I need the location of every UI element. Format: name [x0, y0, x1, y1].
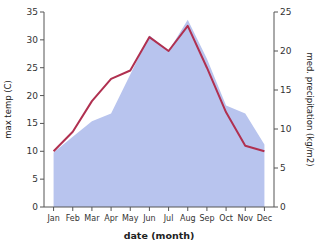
y-tick [40, 123, 44, 124]
y-tick [40, 95, 44, 96]
precip-area [54, 20, 265, 207]
x-tick-label: Mar [84, 214, 100, 223]
y-tick-label: 0 [32, 202, 38, 212]
x-tick-label: Jan [46, 214, 59, 223]
x-axis-line [44, 207, 274, 208]
x-tick [206, 207, 207, 211]
x-tick [168, 207, 169, 211]
x-tick-label: Sep [199, 214, 214, 223]
x-tick [111, 207, 112, 211]
x-tick-label: Nov [237, 214, 253, 223]
x-tick [53, 207, 54, 211]
x-tick [149, 207, 150, 211]
temp-line [54, 26, 265, 151]
y-tick [40, 179, 44, 180]
y-tick [40, 67, 44, 68]
y-tick [40, 39, 44, 40]
x-tick [130, 207, 131, 211]
y-tick [40, 12, 44, 13]
y2-tick-label: 20 [280, 46, 292, 56]
x-tick-label: Dec [257, 214, 272, 223]
x-tick [91, 207, 92, 211]
y2-tick [274, 168, 278, 169]
y-tick-label: 15 [27, 118, 38, 128]
y2-tick-label: 10 [280, 124, 292, 134]
x-tick [245, 207, 246, 211]
y2-tick [274, 12, 278, 13]
y2-tick [274, 207, 278, 208]
x-tick-label: Aug [180, 214, 196, 223]
chart: 051015202530350510152025JanFebMarAprMayJ… [0, 0, 318, 247]
x-tick-label: Apr [104, 214, 119, 223]
x-tick-label: Oct [219, 214, 233, 223]
y2-axis-label: med. precipitation (kg/m2) [305, 52, 315, 166]
x-tick-label: May [122, 214, 139, 223]
y-axis-label: max temp (C) [3, 80, 13, 139]
y2-tick-label: 5 [280, 163, 286, 173]
x-tick-label: Feb [66, 214, 80, 223]
x-tick [187, 207, 188, 211]
x-tick [72, 207, 73, 211]
y-tick-label: 30 [27, 35, 39, 45]
x-axis-label: date (month) [124, 230, 195, 241]
y2-axis-line [274, 12, 275, 207]
plot-area [54, 20, 265, 207]
y-tick-label: 20 [27, 91, 39, 101]
y2-tick-label: 25 [280, 7, 291, 17]
y-tick [40, 207, 44, 208]
x-tick-label: Jul [163, 214, 174, 223]
y-tick-label: 10 [27, 146, 39, 156]
y2-tick-label: 15 [280, 85, 291, 95]
y-axis-line [44, 12, 45, 207]
y-tick-label: 35 [27, 7, 38, 17]
y2-tick [274, 129, 278, 130]
y-tick [40, 151, 44, 152]
y2-tick-label: 0 [280, 202, 286, 212]
x-tick-label: Jun [142, 214, 156, 223]
x-tick [226, 207, 227, 211]
y-tick-label: 25 [27, 63, 38, 73]
x-tick [264, 207, 265, 211]
y2-tick [274, 90, 278, 91]
y-tick-label: 5 [32, 174, 38, 184]
y2-tick [274, 51, 278, 52]
